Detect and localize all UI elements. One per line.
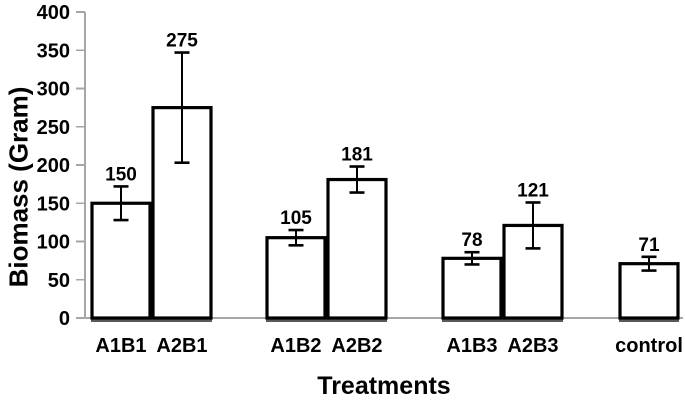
x-axis-title: Treatments (317, 372, 451, 400)
y-tick-label: 400 (37, 2, 70, 24)
bar-control (618, 262, 680, 320)
y-tick-label: 50 (48, 270, 70, 292)
bar-value-label: 275 (166, 31, 198, 52)
y-tick-label: 300 (37, 79, 70, 101)
y-tick-label: 0 (59, 308, 70, 330)
bar-A2B2 (326, 177, 388, 320)
x-category-label: A2B2 (331, 335, 382, 357)
y-axis-title: Biomass (Gram) (3, 86, 34, 288)
bar-A1B1 (90, 201, 152, 320)
x-category-label: A1B2 (270, 335, 321, 357)
y-tick-label: 150 (37, 193, 70, 215)
bar-value-label: 121 (517, 180, 549, 201)
x-category-label: A1B1 (95, 335, 146, 357)
x-category-label: A1B3 (446, 335, 497, 357)
x-category-label: A2B3 (507, 335, 558, 357)
y-tick-label: 200 (37, 155, 70, 177)
bar-A1B2 (265, 236, 327, 320)
bar-value-label: 105 (280, 208, 312, 229)
y-tick-label: 250 (37, 117, 70, 139)
x-category-label: control (615, 335, 683, 357)
bar-value-label: 78 (461, 230, 482, 251)
bar-value-label: 181 (341, 145, 373, 166)
bar-A1B3 (441, 256, 503, 320)
y-tick-label: 350 (37, 40, 70, 62)
y-tick-label: 100 (37, 232, 70, 254)
x-category-label: A2B1 (156, 335, 207, 357)
bar-value-label: 71 (638, 235, 660, 256)
bar-value-label: 150 (105, 164, 137, 185)
